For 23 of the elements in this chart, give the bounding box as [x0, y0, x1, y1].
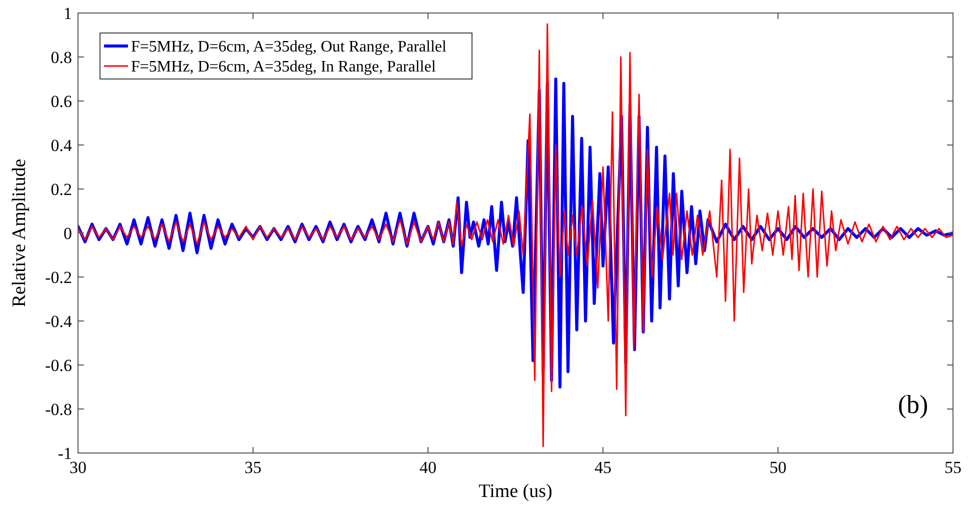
y-tick-label: 0.6	[50, 92, 72, 111]
y-tick-label: -0.4	[45, 312, 72, 331]
y-tick-label: -1	[58, 444, 72, 463]
legend-label: F=5MHz, D=6cm, A=35deg, Out Range, Parallel	[131, 38, 448, 56]
y-tick-label: 0.8	[50, 48, 72, 67]
y-tick-label: 1	[64, 4, 72, 23]
y-axis-title: Relative Amplitude	[9, 158, 30, 308]
legend-label: F=5MHz, D=6cm, A=35deg, In Range, Parallel	[131, 58, 436, 76]
x-tick-label: 35	[244, 458, 262, 477]
x-tick-label: 30	[70, 458, 86, 477]
x-axis-title: Time (us)	[478, 481, 552, 502]
y-tick-label: -0.6	[45, 356, 72, 375]
y-tick-label: -0.8	[45, 400, 72, 419]
y-tick-label: -0.2	[45, 268, 72, 287]
y-tick-label: 0.2	[50, 180, 72, 199]
annotation: (b)	[898, 390, 928, 419]
line-series	[78, 23, 953, 448]
x-tick-label: 50	[770, 458, 786, 477]
x-tick-label: 45	[594, 458, 612, 477]
y-tick-label: 0	[64, 224, 72, 243]
x-tick-label: 40	[420, 458, 436, 477]
x-tick-label: 55	[944, 458, 962, 477]
y-tick-label: 0.4	[50, 136, 72, 155]
